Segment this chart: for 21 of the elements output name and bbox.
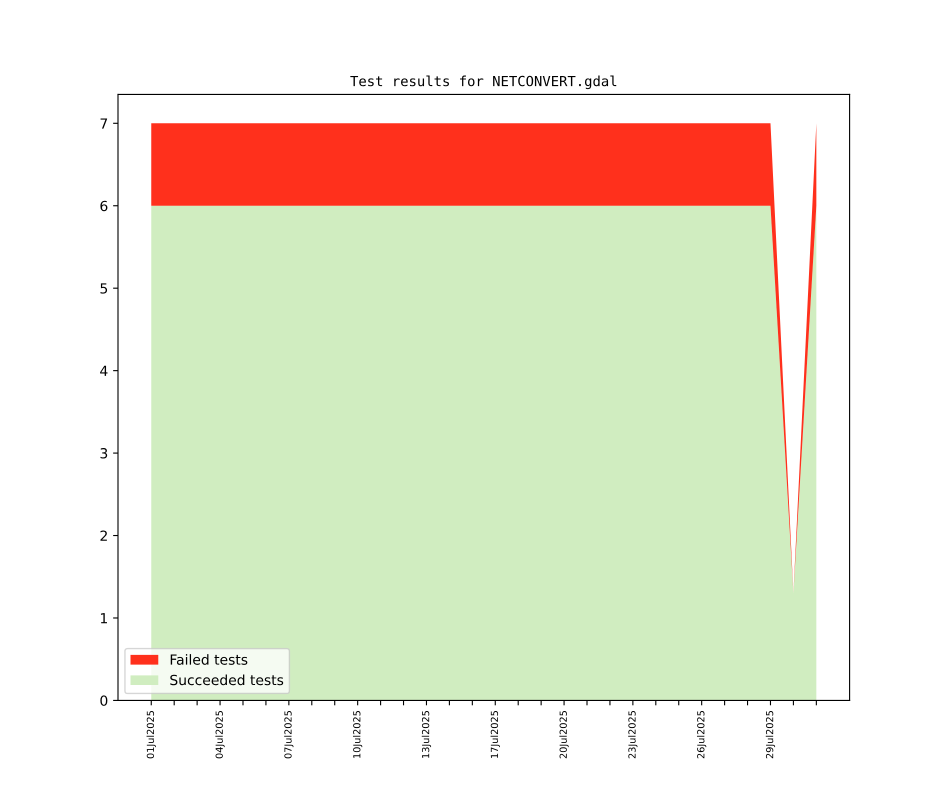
y-tick-label: 6 xyxy=(100,200,108,212)
x-tick-label: 20Jul2025 xyxy=(559,711,569,758)
y-tick-label: 4 xyxy=(100,366,108,376)
x-tick-label: 17Jul2025 xyxy=(490,711,500,758)
y-tick-label: 3 xyxy=(100,448,108,459)
x-tick-label: 23Jul2025 xyxy=(628,711,638,758)
x-tick-label: 13Jul2025 xyxy=(422,711,432,758)
x-tick-label: 07Jul2025 xyxy=(284,711,294,758)
y-tick-label: 2 xyxy=(100,530,107,541)
y-tick-label: 0 xyxy=(100,695,108,706)
legend-label: Failed tests xyxy=(170,654,248,665)
y-tick-label: 1 xyxy=(100,613,107,624)
x-tick-label: 26Jul2025 xyxy=(696,711,706,758)
x-tick-label: 29Jul2025 xyxy=(766,711,776,758)
x-tick-label: 01Jul2025 xyxy=(146,711,156,758)
y-tick-label: 7 xyxy=(100,118,108,129)
legend-label: Succeeded tests xyxy=(170,674,284,686)
chart-title: Test results for NETCONVERT.gdal xyxy=(350,75,616,90)
x-tick-label: 10Jul2025 xyxy=(352,711,362,758)
x-tick-label: 04Jul2025 xyxy=(215,711,225,758)
y-tick-label: 5 xyxy=(100,283,108,294)
